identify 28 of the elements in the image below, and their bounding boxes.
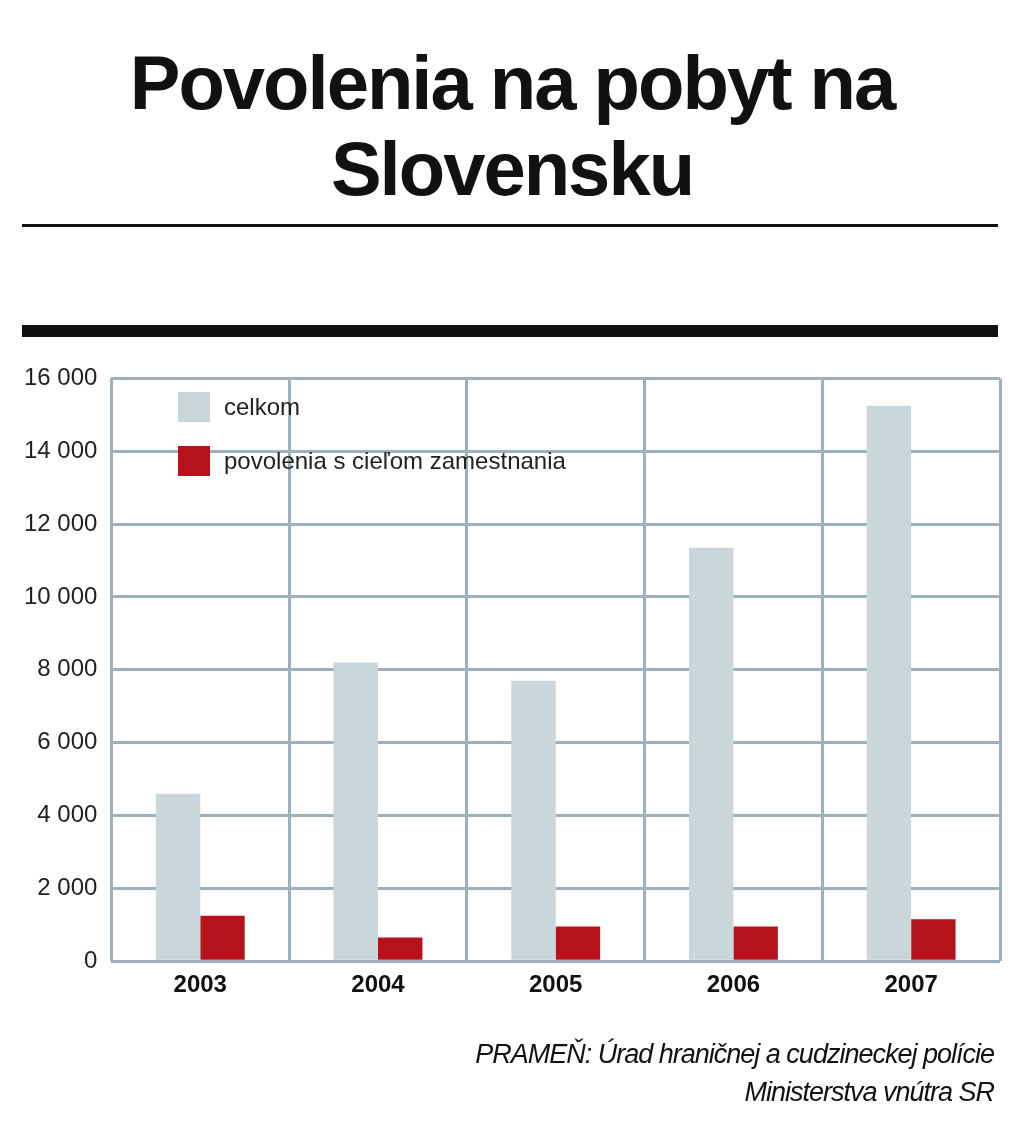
chart-title: Povolenia na pobyt na Slovensku (128, 40, 897, 212)
bar (733, 926, 778, 960)
y-tick-label: 10 000 (24, 581, 98, 609)
y-tick-label: 8 000 (37, 654, 98, 682)
x-tick-label: 2005 (529, 970, 583, 998)
text: PRAMEŇ: Úrad hraničnej a cudzineckej polície Ministerstva vnútra SR (474, 1037, 994, 1109)
bar (688, 547, 734, 960)
y-tick-label: 4 000 (37, 800, 98, 828)
bar (866, 405, 912, 960)
y-tick-label: 0 (84, 945, 98, 973)
y-tick-label: 12 000 (24, 508, 98, 536)
y-tick-label: 2 000 (37, 872, 98, 900)
x-tick-label: 2003 (173, 970, 227, 998)
legend-label: povolenia s cieľom zamestnania (224, 447, 566, 475)
bar (333, 662, 378, 960)
x-tick-label: 2004 (351, 970, 406, 998)
bar (377, 937, 423, 960)
bar (155, 793, 201, 960)
y-tick-label: 14 000 (24, 435, 98, 463)
bar (200, 915, 245, 960)
y-tick-label: 6 000 (37, 727, 98, 755)
bar (511, 680, 556, 960)
y-tick-label: 16 000 (24, 363, 98, 391)
legend-label: celkom (224, 393, 301, 421)
x-tick-label: 2006 (706, 970, 761, 998)
bar (911, 919, 956, 960)
x-tick-label: 2007 (884, 970, 938, 998)
bar (555, 926, 601, 960)
